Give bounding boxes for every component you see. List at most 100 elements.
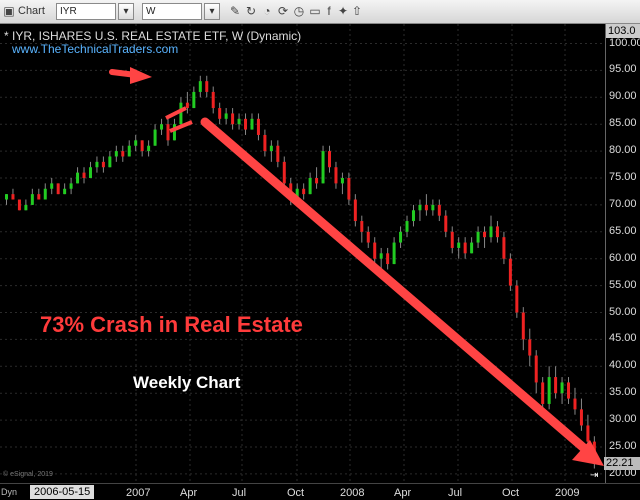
price-tick-label: 55.00 (609, 278, 637, 291)
candle-body (586, 425, 590, 442)
price-tick-label: 95.00 (609, 63, 637, 76)
candle-body (17, 199, 21, 211)
time-tick-label: Apr (180, 487, 198, 499)
candle-body (69, 183, 73, 189)
twitter-icon[interactable]: ✦ (337, 4, 349, 18)
interval-dropdown-button[interactable]: ▾ (204, 3, 220, 20)
price-chart[interactable] (0, 24, 640, 499)
symbol-input[interactable]: IYR (56, 3, 116, 20)
candle-body (457, 242, 461, 248)
candle-body (224, 113, 228, 119)
chart-label: Chart (18, 5, 45, 17)
price-tick-label: 80.00 (609, 144, 637, 157)
candle-body (256, 118, 260, 135)
credit-text: © eSignal, 2019 (3, 471, 53, 478)
candle-body (379, 253, 383, 259)
candle-body (515, 285, 519, 313)
candle-body (140, 140, 144, 152)
time-axis[interactable]: Dyn 2006-05-15 2007 Apr Jul Oct 2008 Apr Jul Oc… (0, 483, 640, 500)
candle-body (76, 172, 80, 184)
candle-body (340, 178, 344, 184)
candle-body (237, 118, 241, 125)
candle-body (192, 91, 196, 109)
price-tick-label: 100.00 (609, 36, 640, 49)
candle-body (541, 382, 545, 404)
candle-body (185, 102, 189, 109)
candle-body (88, 167, 92, 178)
scroll-to-end-icon[interactable]: ⇥ (590, 470, 599, 481)
price-tick-label: 90.00 (609, 90, 637, 103)
candle-body (444, 215, 448, 232)
chart-title: * IYR, ISHARES U.S. REAL ESTATE ETF, W (… (4, 29, 302, 43)
candle-body (470, 242, 474, 254)
candle-body (269, 145, 273, 152)
screenshot-icon[interactable]: ▭ (309, 4, 321, 18)
share-icon[interactable]: ⇧ (351, 4, 363, 18)
candle-body (218, 108, 222, 119)
candle-body (166, 124, 170, 141)
candle-body (276, 145, 280, 162)
candle-body (244, 118, 248, 130)
candle-body (334, 167, 338, 184)
candle-body (63, 188, 67, 195)
candle-body (392, 242, 396, 265)
candle-body (360, 221, 364, 232)
time-tick-label: Jul (448, 487, 463, 499)
candle-body (547, 377, 551, 404)
candle-body (101, 161, 105, 168)
candle-body (399, 231, 403, 243)
candlestick-series (5, 75, 596, 469)
price-tick-label: 30.00 (609, 413, 637, 426)
candle-body (43, 188, 47, 200)
candle-body (56, 183, 60, 195)
draw-tool-icon[interactable]: ✎ (229, 4, 241, 18)
candle-body (11, 194, 15, 200)
candle-body (528, 339, 532, 356)
time-tick-label: 2007 (126, 487, 151, 499)
candle-body (147, 145, 151, 152)
candle-body (295, 188, 299, 200)
time-tick-label: 2009 (555, 487, 580, 499)
candle-body (315, 178, 319, 184)
candle-body (114, 151, 118, 157)
trend-arrow-shaft (200, 117, 590, 454)
candle-body (521, 312, 525, 340)
chart-toolbar: ▣ Chart IYR ▾ W ▾ ✎ ↻ ◔ ⟳ ◷ ▭ f ✦ ⇧ (0, 0, 640, 24)
break-mark-lower (169, 120, 193, 133)
candle-body (231, 113, 235, 125)
candle-body (424, 204, 428, 211)
candle-body (50, 183, 54, 189)
candle-body (24, 204, 28, 211)
candle-body (95, 161, 99, 168)
price-axis[interactable]: 100.00 95.00 90.00 85.00 80.00 75.00 70.00 65.0… (605, 24, 640, 483)
price-tick-label: 60.00 (609, 251, 637, 264)
symbol-lookup-button[interactable]: ▾ (118, 3, 134, 20)
candle-body (431, 204, 435, 211)
facebook-icon[interactable]: f (327, 4, 331, 18)
candle-body (489, 226, 493, 238)
interval-select[interactable]: W (142, 3, 202, 20)
candle-body (463, 242, 467, 254)
candle-body (160, 124, 164, 130)
candle-body (347, 178, 351, 200)
price-tick-label: 70.00 (609, 197, 637, 210)
price-tick-label: 50.00 (609, 305, 637, 318)
candle-body (508, 258, 512, 286)
speed-icon[interactable]: ◔ (263, 4, 271, 18)
candle-body (353, 199, 357, 222)
time-icon[interactable]: ◷ (293, 4, 305, 18)
candle-body (211, 91, 215, 109)
price-tick-label: 40.00 (609, 359, 637, 372)
chart-grid (0, 24, 605, 483)
candle-body (567, 382, 571, 399)
candle-body (30, 194, 34, 205)
website-watermark: www.TheTechnicalTraders.com (12, 42, 179, 56)
candle-body (134, 140, 138, 146)
refresh-icon[interactable]: ⟳ (277, 4, 289, 18)
candle-body (411, 210, 415, 222)
cycle-icon[interactable]: ↻ (245, 4, 257, 18)
candle-body (534, 355, 538, 383)
candle-body (366, 231, 370, 243)
price-tick-label: 35.00 (609, 386, 637, 399)
candle-body (418, 204, 422, 211)
